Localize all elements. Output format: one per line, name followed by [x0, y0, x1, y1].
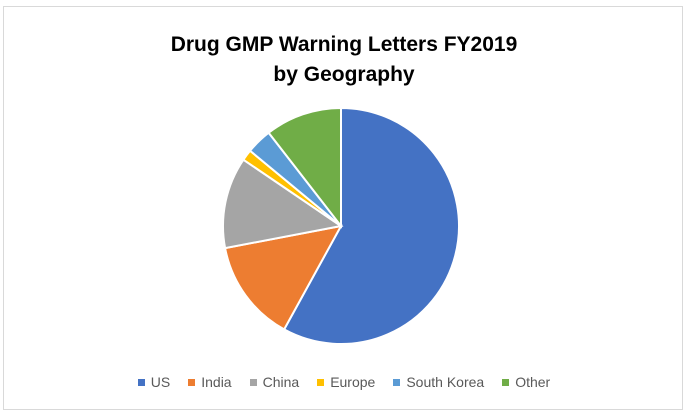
legend-item-europe: Europe [317, 374, 375, 390]
pie-slice-us [282, 106, 460, 345]
chart-title: Drug GMP Warning Letters FY2019 by Geogr… [4, 30, 684, 90]
pie-chart [222, 106, 460, 345]
chart-title-line2: by Geography [273, 63, 415, 86]
chart-frame: Drug GMP Warning Letters FY2019 by Geogr… [3, 6, 683, 410]
legend-item-us: US [137, 374, 171, 390]
legend-label-us: US [150, 374, 171, 390]
legend-label-china: China [262, 374, 300, 390]
legend-item-india: India [188, 374, 232, 390]
pie-slice-india [223, 224, 343, 331]
legend-item-other: Other [502, 374, 550, 390]
pie-slice-other [267, 106, 342, 229]
legend-label-other: Other [515, 374, 551, 390]
legend-item-south-korea: South Korea [393, 374, 484, 390]
chart-legend: US India China Europe South Korea Other [4, 372, 684, 392]
legend-swatch-other [502, 378, 510, 386]
legend-item-china: China [249, 374, 300, 390]
legend-label-south-korea: South Korea [406, 374, 485, 390]
legend-label-europe: Europe [330, 374, 376, 390]
legend-swatch-us [137, 378, 145, 386]
legend-swatch-south-korea [393, 378, 401, 386]
pie-slice-china [222, 158, 344, 250]
legend-label-india: India [201, 374, 232, 390]
legend-swatch-india [188, 378, 196, 386]
legend-swatch-europe [317, 378, 325, 386]
chart-title-line1: Drug GMP Warning Letters FY2019 [170, 33, 518, 56]
legend-swatch-china [249, 378, 257, 386]
